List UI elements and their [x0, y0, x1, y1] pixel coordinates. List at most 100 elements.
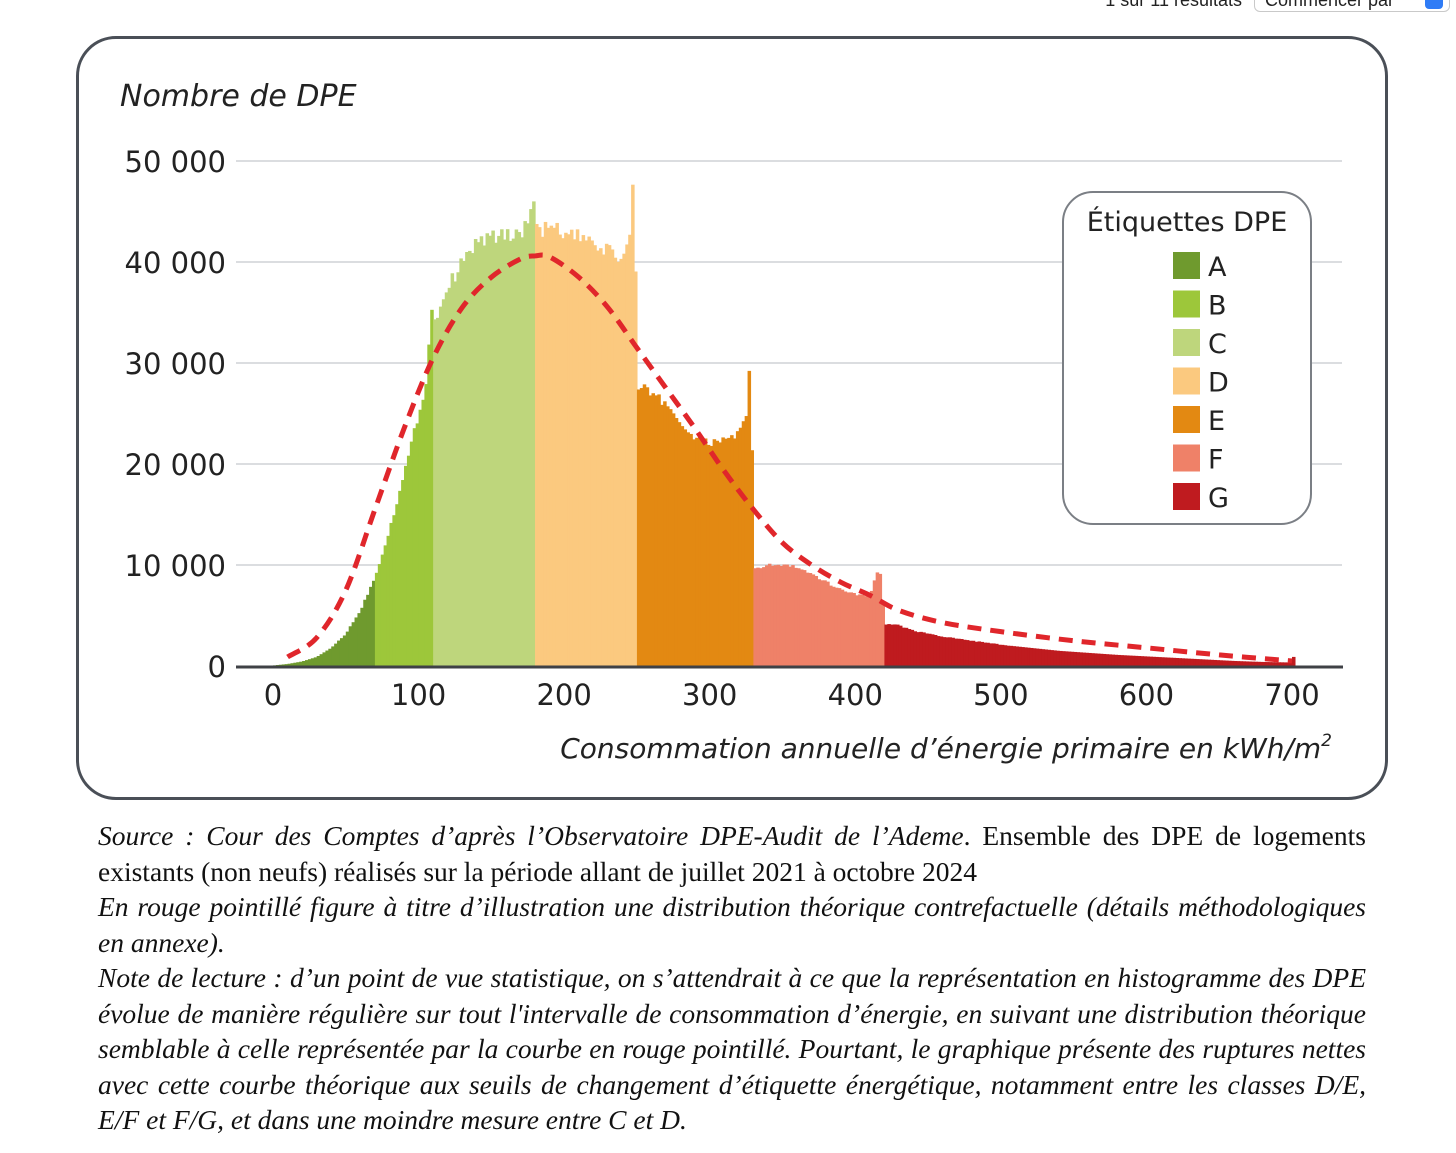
- histogram-bar: [1280, 662, 1284, 666]
- histogram-bar: [820, 580, 824, 666]
- histogram-bar: [1009, 645, 1014, 666]
- histogram-bar: [569, 229, 574, 667]
- histogram-bar: [648, 395, 653, 666]
- histogram-bar: [401, 480, 405, 666]
- histogram-bar: [901, 627, 906, 666]
- histogram-bar: [1178, 658, 1182, 666]
- histogram-bar: [1134, 655, 1139, 666]
- histogram-bar: [811, 574, 816, 666]
- histogram-bar: [604, 243, 609, 666]
- histogram-bar: [855, 595, 859, 666]
- histogram-bar: [779, 565, 784, 666]
- histogram-bar: [770, 565, 775, 666]
- histogram-bar: [1047, 649, 1051, 666]
- legend-swatch-b: [1173, 290, 1200, 318]
- histogram-bar: [1239, 661, 1244, 666]
- histogram-bar: [1271, 662, 1276, 666]
- histogram-bar: [348, 626, 353, 666]
- histogram-bar: [514, 229, 519, 667]
- histogram-bar: [1056, 650, 1060, 666]
- histogram-bar: [898, 625, 903, 666]
- histogram-bar: [1137, 656, 1142, 666]
- histogram-bar: [663, 401, 667, 666]
- histogram-bar: [1283, 662, 1287, 666]
- histogram-bar: [1198, 659, 1203, 666]
- histogram-bar: [689, 433, 693, 666]
- histogram-bar: [628, 234, 632, 666]
- histogram-bar: [992, 643, 996, 666]
- histogram-bar: [700, 440, 705, 666]
- histogram-bar: [546, 227, 551, 666]
- histogram-bar: [342, 635, 347, 666]
- histogram-bar: [412, 428, 417, 666]
- histogram-bar: [834, 587, 839, 666]
- histogram-bar: [1105, 654, 1110, 666]
- histogram-bar: [1102, 653, 1107, 666]
- y-tick-label-2: 20 000: [125, 448, 226, 482]
- legend-swatch-g: [1173, 483, 1200, 510]
- histogram-bar: [593, 245, 597, 667]
- figure-caption: Source : Cour des Comptes d’après l’Obse…: [98, 818, 1366, 1138]
- histogram-bar: [776, 564, 781, 666]
- x-axis-title: Consommation annuelle d’énergie primaire…: [560, 731, 1332, 765]
- histogram-bar: [936, 636, 941, 666]
- histogram-bar: [1265, 662, 1270, 666]
- histogram-bar: [904, 627, 909, 666]
- histogram-bar: [587, 236, 591, 666]
- histogram-bar: [1096, 653, 1101, 666]
- histogram-bar: [366, 594, 370, 666]
- sort-select-label: Commencer par: [1265, 0, 1395, 10]
- histogram-bar: [840, 589, 845, 666]
- histogram-bar: [549, 225, 554, 666]
- histogram-bar: [875, 572, 880, 666]
- histogram-bar: [1021, 647, 1025, 666]
- x-tick-label-3: 300: [682, 678, 737, 712]
- histogram-bar: [1032, 648, 1037, 666]
- x-tick-label-1: 100: [391, 678, 446, 712]
- histogram-bar: [482, 245, 487, 666]
- histogram-bar: [337, 640, 341, 666]
- histogram-bar: [945, 637, 950, 666]
- histogram-bar: [325, 650, 329, 666]
- histogram-bar: [299, 661, 303, 666]
- histogram-bar: [799, 569, 804, 666]
- histogram-bar: [532, 201, 536, 667]
- histogram-bar: [1201, 659, 1206, 666]
- chevron-down-icon: [1425, 0, 1443, 9]
- histogram-bar: [421, 399, 425, 666]
- histogram-bar: [977, 641, 982, 666]
- histogram-bar: [427, 344, 431, 666]
- legend-label-f: F: [1208, 445, 1224, 476]
- histogram-bar: [590, 240, 594, 667]
- histogram-bar: [695, 437, 699, 666]
- histogram-bar: [377, 564, 382, 666]
- histogram-bar: [389, 522, 393, 666]
- histogram-bar: [831, 586, 836, 666]
- histogram-bar: [759, 568, 763, 666]
- histogram-bar: [555, 222, 559, 666]
- histogram-bar: [404, 465, 408, 666]
- histogram-bar: [829, 585, 833, 666]
- histogram-bar: [718, 442, 722, 666]
- histogram-bar: [1006, 645, 1011, 666]
- legend-label-g: G: [1208, 483, 1229, 514]
- histogram-bar: [791, 565, 795, 666]
- histogram-bar: [540, 236, 545, 666]
- histogram-bar: [674, 418, 679, 666]
- sort-select[interactable]: Commencer par: [1254, 0, 1450, 12]
- histogram-bar: [392, 515, 396, 666]
- x-axis-title-sup: 2: [1321, 731, 1332, 751]
- histogram-bar: [1274, 662, 1279, 666]
- x-tick-label-2: 200: [536, 678, 591, 712]
- histogram-bar: [354, 617, 359, 666]
- histogram-bar: [494, 242, 498, 667]
- histogram-bar: [1029, 647, 1034, 666]
- histogram-bar: [444, 292, 449, 666]
- histogram-bar: [1222, 660, 1226, 666]
- histogram-bar: [596, 250, 600, 666]
- histogram-bar: [1190, 658, 1194, 666]
- histogram-bar: [785, 564, 789, 666]
- histogram-bar: [1210, 659, 1214, 666]
- histogram-bar: [1140, 656, 1145, 666]
- histogram-bar: [631, 184, 635, 666]
